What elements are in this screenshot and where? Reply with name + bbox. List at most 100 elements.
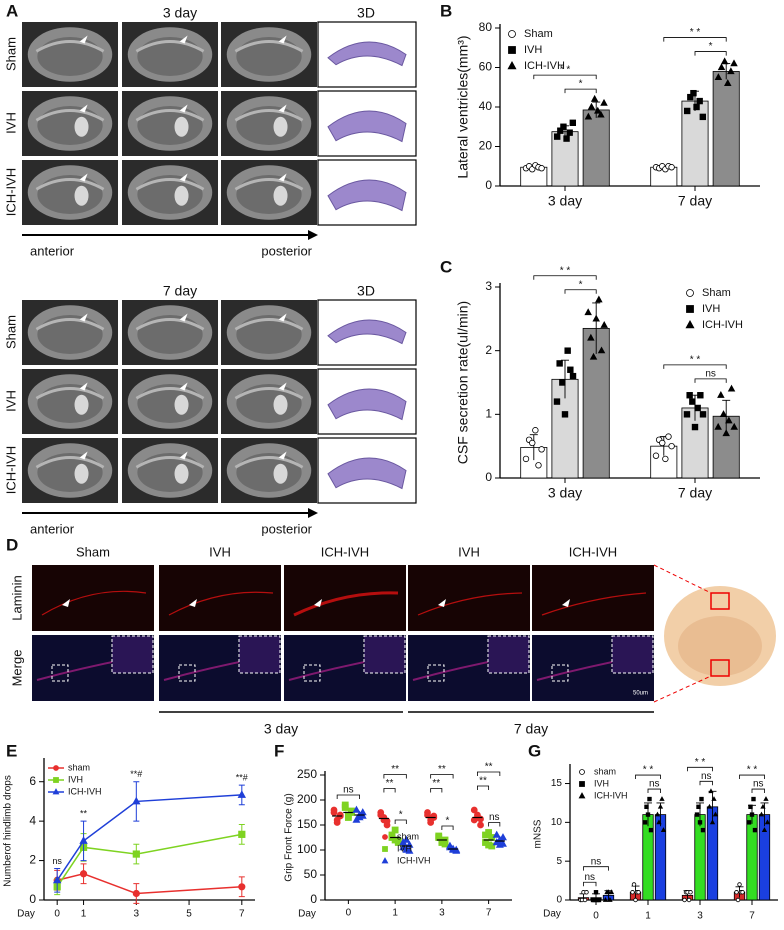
marker <box>522 455 530 463</box>
brain-inner <box>236 106 302 145</box>
marker <box>593 890 599 895</box>
marker <box>734 890 739 895</box>
vessel <box>417 592 523 616</box>
row-label: IVH <box>3 112 18 134</box>
marker <box>594 106 602 114</box>
y-axis-title: CSF secretion rate(ul/min) <box>455 301 471 464</box>
bar <box>694 814 706 901</box>
marker <box>697 392 704 399</box>
marker <box>579 769 585 775</box>
arrowhead <box>278 104 287 113</box>
bar <box>642 814 654 901</box>
marker <box>642 820 648 825</box>
brain-inner <box>236 453 302 492</box>
panel-label: C <box>440 257 452 276</box>
panel-label: E <box>6 741 17 760</box>
anterior-label: anterior <box>30 521 75 536</box>
anterior-label: anterior <box>30 243 75 258</box>
marker <box>694 404 701 412</box>
marker <box>683 411 691 418</box>
arrowhead <box>438 599 446 607</box>
marker <box>52 788 60 795</box>
ventricle-3d <box>327 457 407 490</box>
cortex-line <box>234 318 304 331</box>
y-tick-label: 6 <box>29 774 36 788</box>
col-3d-label: 3D <box>357 283 375 299</box>
y-tick-label: 2 <box>29 853 36 867</box>
marker <box>654 811 661 817</box>
marker <box>706 803 713 809</box>
marker <box>508 30 516 38</box>
y-tick-label: 20 <box>479 139 493 153</box>
marker <box>633 897 638 903</box>
legend-label: ICH-IVH <box>524 60 565 72</box>
arrowhead <box>278 313 287 322</box>
y-tick-label: 200 <box>297 792 317 806</box>
roi-box <box>303 664 321 682</box>
hemorrhage <box>74 185 89 206</box>
y-tick-label: 0 <box>556 895 562 906</box>
brain-inner <box>37 384 103 423</box>
row-label: IVH <box>3 390 18 412</box>
y-axis-title: Numberof hindlimb drops <box>3 775 14 887</box>
y-tick-label: 0 <box>310 892 317 906</box>
marker <box>711 796 717 801</box>
x-axis-title: Day <box>17 909 35 920</box>
marker <box>657 803 664 809</box>
significance-bracket <box>533 74 597 80</box>
arrowhead <box>79 104 88 113</box>
marker <box>690 89 697 97</box>
significance-label: ns <box>591 856 602 867</box>
marker <box>589 352 598 360</box>
marker <box>668 164 675 171</box>
arrowhead <box>278 382 287 391</box>
marker <box>352 805 361 813</box>
significance-label: ns <box>701 771 712 782</box>
marker <box>584 112 593 120</box>
marker <box>569 372 577 380</box>
marker <box>333 819 341 826</box>
x-tick-label: 3 <box>439 908 445 919</box>
y-tick-label: 1 <box>485 407 492 421</box>
legend-label: sham <box>68 762 90 772</box>
marker <box>630 890 635 895</box>
marker <box>377 809 385 816</box>
column-label: IVH <box>458 544 480 559</box>
marker <box>720 57 729 65</box>
marker <box>336 811 344 819</box>
col-3d-label: 3D <box>357 5 375 21</box>
marker <box>584 308 592 316</box>
x-tick-label: 1 <box>392 908 398 919</box>
panel-label: B <box>440 1 452 20</box>
group-label: 3 day <box>264 721 298 737</box>
significance-bracket <box>663 37 727 42</box>
marker <box>712 811 719 817</box>
row-label: Sham <box>3 37 18 71</box>
significance-bracket <box>394 819 407 824</box>
marker <box>507 60 517 70</box>
vessel <box>541 592 647 616</box>
brain-inner <box>236 384 302 423</box>
column-label: Sham <box>76 544 110 559</box>
marker <box>582 897 588 903</box>
ventricle-3d <box>327 41 407 67</box>
hemorrhage <box>273 394 288 415</box>
cortex-line <box>35 109 105 122</box>
significance-bracket <box>441 825 454 830</box>
marker <box>656 819 662 825</box>
marker <box>751 796 756 802</box>
marker <box>691 423 699 431</box>
legend-label: ICH-IVH <box>594 790 628 800</box>
marker <box>758 811 765 817</box>
significance-bracket <box>430 774 454 779</box>
x-tick-label: 3 day <box>548 485 582 501</box>
y-tick-label: 60 <box>479 60 493 74</box>
arrowhead <box>278 451 287 460</box>
y-tick-label: 0 <box>29 892 36 906</box>
x-tick-label: 7 day <box>678 485 712 501</box>
marker <box>699 113 706 121</box>
marker <box>405 846 414 854</box>
ventricle-3d <box>327 388 407 421</box>
marker <box>399 843 408 851</box>
cortex-line <box>234 456 304 469</box>
